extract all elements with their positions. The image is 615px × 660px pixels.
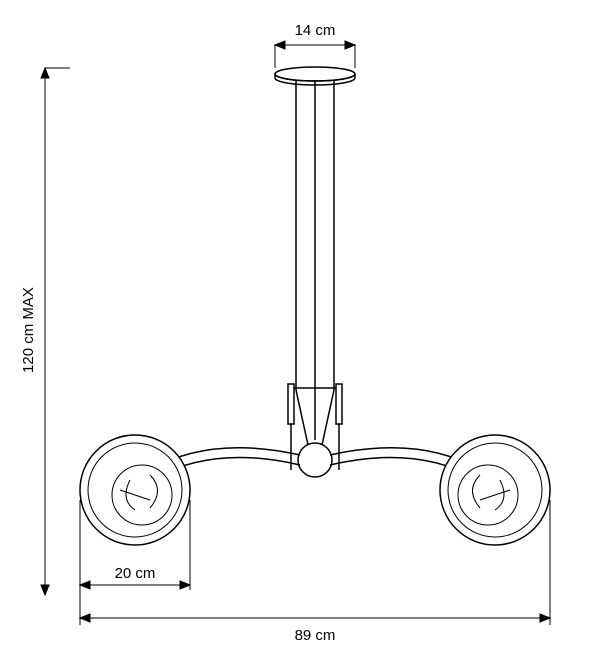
dim-total-width-label: 89 cm bbox=[295, 627, 336, 644]
dim-globe-label: 20 cm bbox=[115, 565, 156, 582]
dimension-diagram: 14 cm 120 cm MAX bbox=[0, 0, 615, 660]
center-joint bbox=[298, 443, 332, 477]
dim-ceiling-width: 14 cm bbox=[275, 22, 355, 68]
dim-total-height: 120 cm MAX bbox=[20, 68, 70, 595]
left-globe bbox=[80, 435, 190, 545]
right-globe bbox=[440, 435, 550, 545]
dim-total-height-label: 120 cm MAX bbox=[20, 287, 37, 373]
dim-ceiling-width-label: 14 cm bbox=[295, 22, 336, 39]
suspension-rods bbox=[288, 80, 342, 470]
lamp-drawing bbox=[80, 67, 550, 545]
